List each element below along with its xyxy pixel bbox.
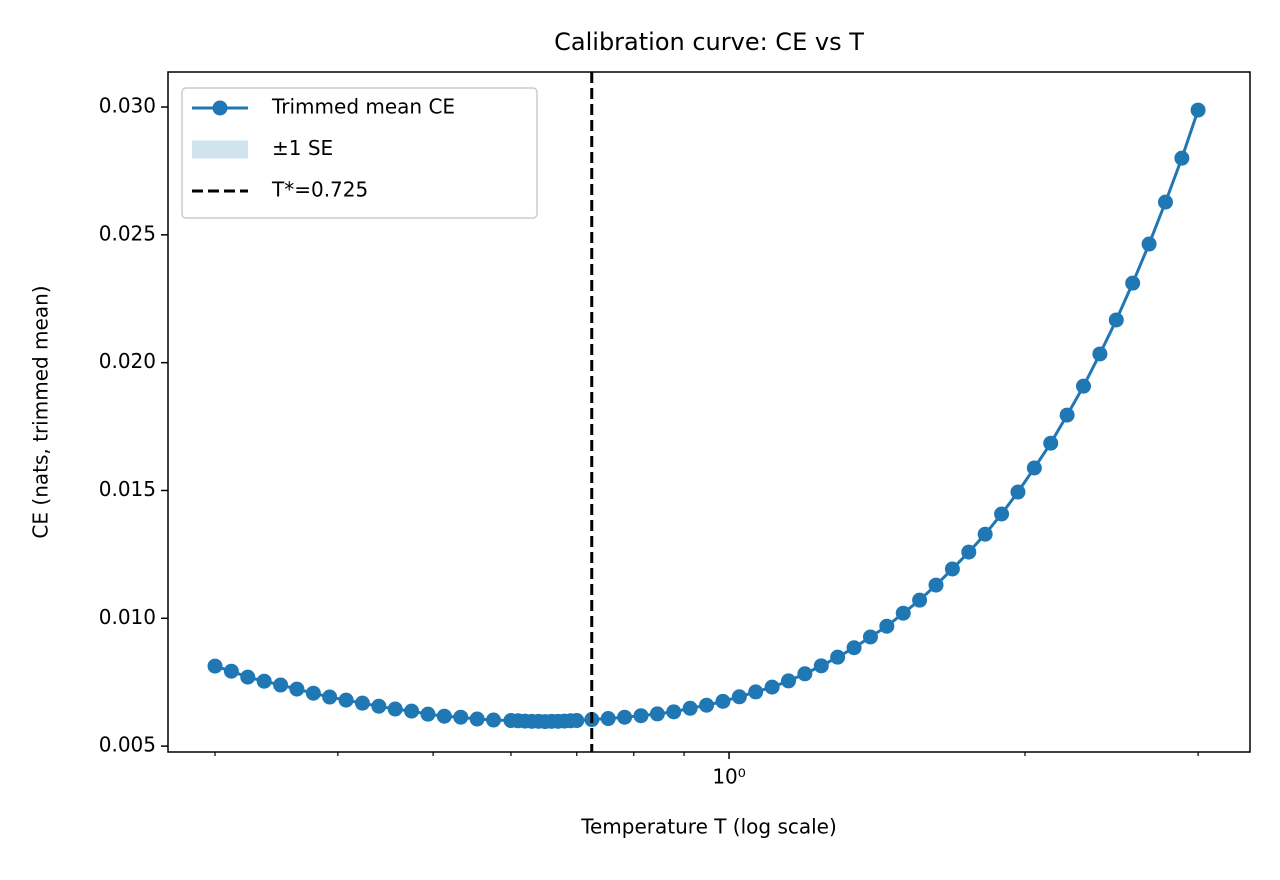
y-tick-label: 0.010 [99,605,156,629]
series-marker [617,709,633,725]
series-marker [977,526,993,542]
series-marker [1174,150,1190,166]
chart-title: Calibration curve: CE vs T [554,28,864,56]
series-marker [731,689,747,705]
series-marker [1092,346,1108,362]
legend-box [181,87,538,219]
series-marker [240,669,256,685]
series-marker [469,711,485,727]
series-marker [961,544,977,560]
series-marker [1157,194,1173,210]
series-marker [387,701,403,717]
series-marker [666,704,682,720]
series-marker [994,506,1010,522]
series-marker [436,708,452,724]
plot-frame [167,71,1251,753]
series-marker [486,712,502,728]
series-marker [780,673,796,689]
series-marker [830,649,846,665]
series-marker [715,693,731,709]
x-tick-label: 10⁰ [712,765,745,789]
series-marker [682,700,698,716]
series-marker [1043,435,1059,451]
y-tick-label: 0.025 [99,221,156,245]
series-marker [846,640,862,656]
series-marker [223,663,239,679]
series-marker [420,706,436,722]
series-marker [371,698,387,714]
y-tick-label: 0.005 [99,733,156,757]
series-marker [600,711,616,727]
series-marker [895,605,911,621]
series-marker [1076,378,1092,394]
legend-label: T*=0.725 [271,178,368,202]
series-marker [649,706,665,722]
legend-marker [212,100,228,116]
series-marker [354,695,370,711]
legend-label: Trimmed mean CE [271,95,455,119]
series-marker [633,708,649,724]
series-marker [748,684,764,700]
series-marker [879,618,895,634]
series-marker [569,713,585,729]
series-marker [256,673,272,689]
series-marker [928,577,944,593]
series-marker [1190,102,1206,118]
series-marker [207,658,223,674]
series-marker [338,692,354,708]
series-marker [1141,236,1157,252]
series-marker [912,592,928,608]
legend-patch [192,140,248,159]
series-marker [1026,460,1042,476]
series-marker [1108,312,1124,328]
y-axis-label: CE (nats, trimmed mean) [29,285,53,538]
series-marker [322,689,338,705]
y-tick-label: 0.020 [99,349,156,373]
series-marker [797,666,813,682]
series-marker [699,697,715,713]
series-marker [1059,407,1075,423]
x-axis-label: Temperature T (log scale) [580,815,837,839]
series-marker [404,703,420,719]
series-marker [305,685,321,701]
legend-label: ±1 SE [272,136,333,160]
y-tick-label: 0.015 [99,477,156,501]
y-tick-label: 0.030 [99,94,156,118]
series-marker [289,681,305,697]
series-marker [813,658,829,674]
series-marker [764,679,780,695]
series-marker [1010,484,1026,500]
series-marker [453,709,469,725]
series-marker [944,561,960,577]
series-marker [1125,275,1141,291]
series-marker [862,629,878,645]
series-marker [273,677,289,693]
